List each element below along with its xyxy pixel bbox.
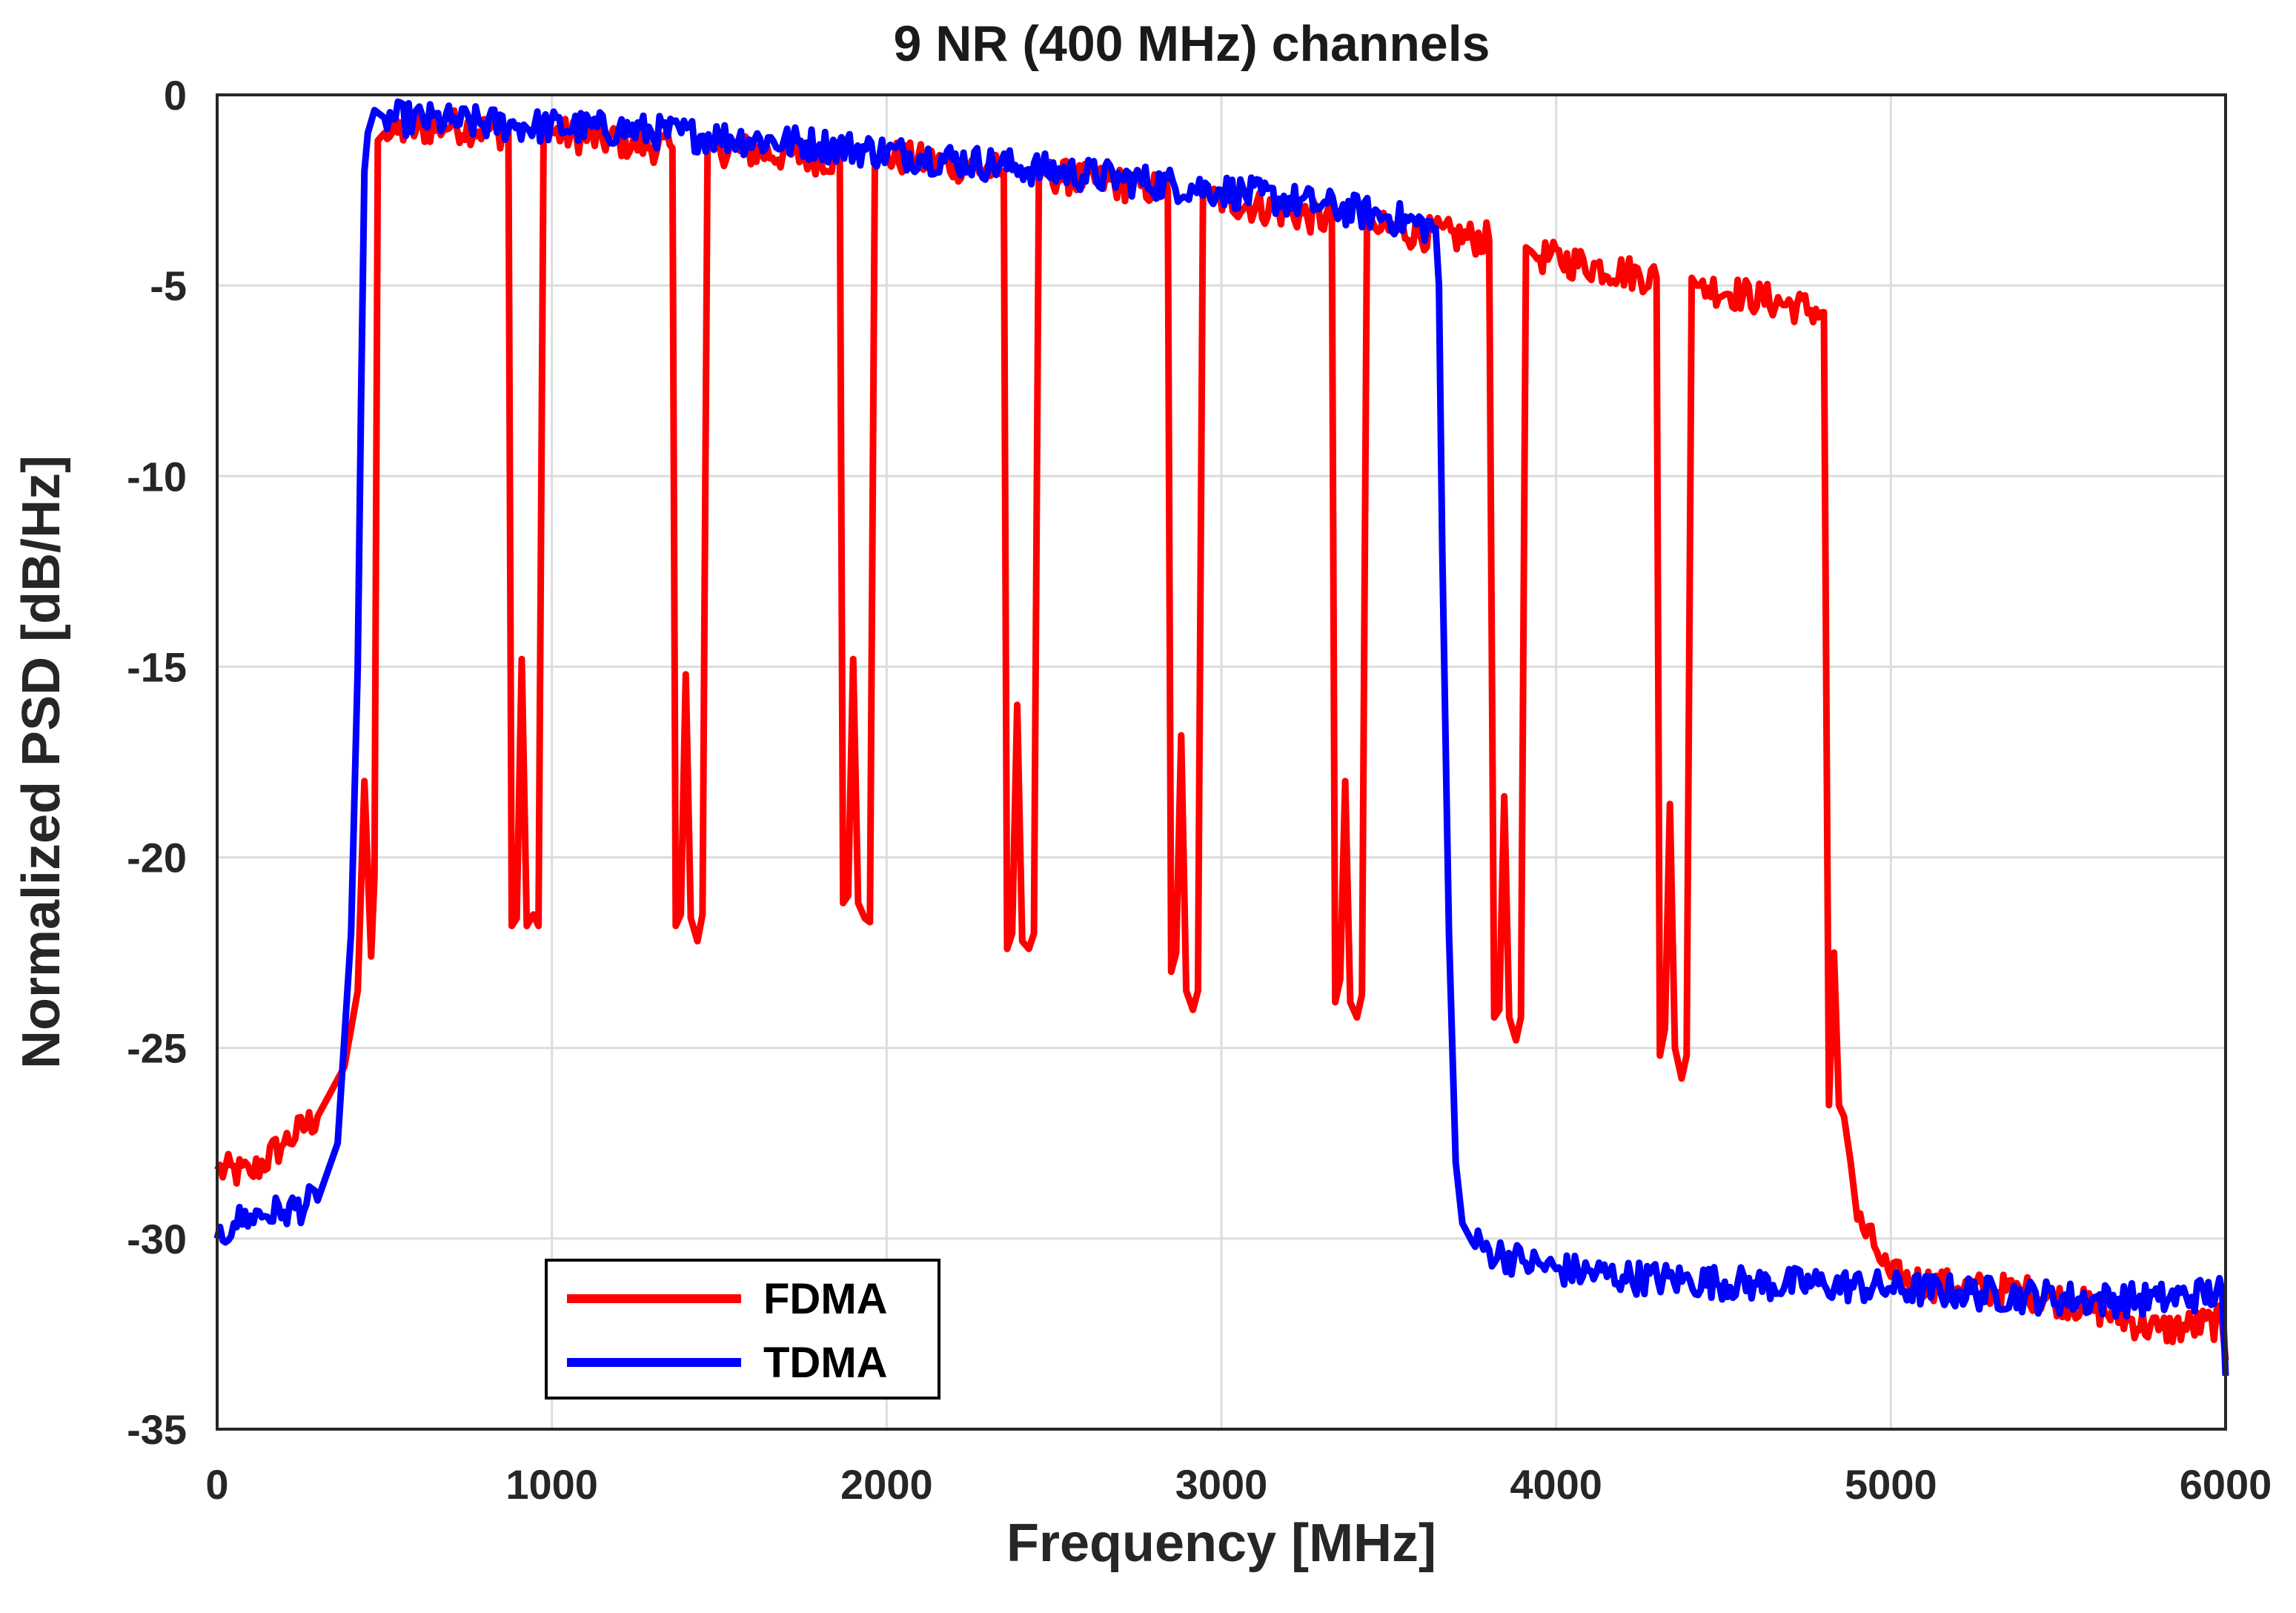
x-tick-label: 5000 [1845,1461,1937,1508]
y-tick-label: -20 [127,835,187,881]
x-tick-label: 0 [205,1461,228,1508]
x-tick-label: 3000 [1175,1461,1268,1508]
legend: FDMA TDMA [545,1259,940,1400]
x-axis-label: Frequency [MHz] [1006,1514,1436,1573]
y-axis-label: Normalized PSD [dB/Hz] [12,455,71,1069]
series-line-tdma [213,98,2229,1377]
plot-area [213,98,2229,1377]
x-tick-label: 2000 [840,1461,933,1508]
y-tick-label: -25 [127,1025,187,1072]
y-tick-label: -35 [127,1406,187,1453]
legend-label-fdma: FDMA [763,1275,888,1323]
grid [216,93,2227,1431]
legend-label-tdma: TDMA [763,1339,888,1387]
x-tick-label: 1000 [505,1461,598,1508]
y-tick-label: 0 [164,72,187,119]
x-tick-label: 4000 [1510,1461,1602,1508]
y-tick-labels: 0 -5 -10 -15 -20 -25 -30 -35 [127,72,187,1453]
axes-frame [216,93,2227,1431]
y-tick-label: -10 [127,453,187,500]
x-tick-labels: 0 1000 2000 3000 4000 5000 6000 [205,1461,2272,1508]
legend-box [545,1259,940,1400]
y-tick-label: -15 [127,643,187,690]
y-tick-label: -5 [150,262,187,309]
chart-title: 9 NR (400 MHz) channels [894,16,1490,72]
x-tick-label: 6000 [2180,1461,2272,1508]
y-tick-label: -30 [127,1216,187,1262]
